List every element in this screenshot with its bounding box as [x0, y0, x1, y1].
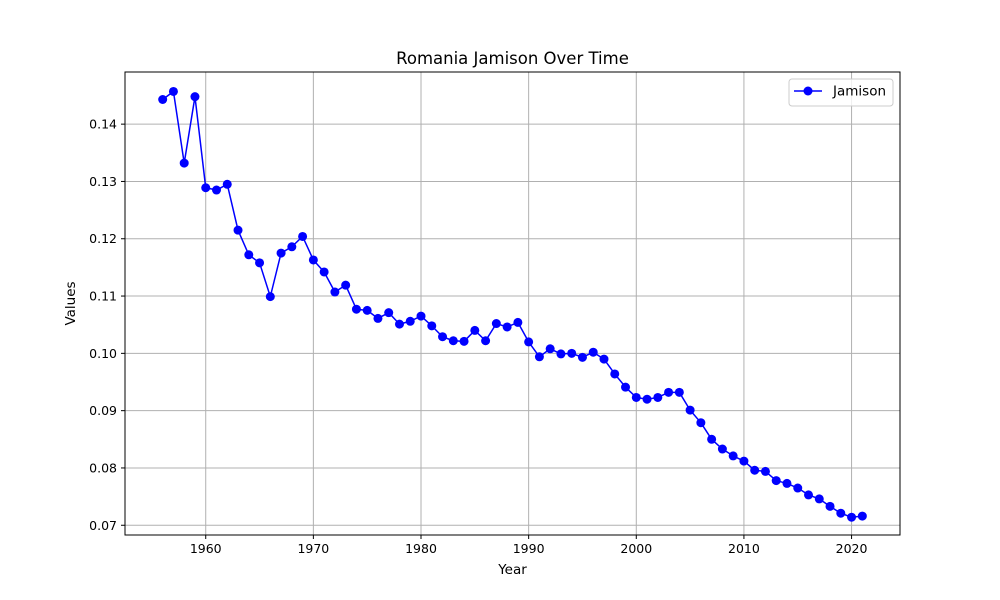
- data-point: [319, 267, 329, 277]
- x-tick-label: 2020: [836, 541, 868, 556]
- data-point: [233, 225, 243, 235]
- data-point: [857, 511, 867, 521]
- series-layer: [158, 86, 867, 522]
- data-point: [739, 456, 749, 466]
- data-point: [782, 478, 792, 488]
- data-point: [481, 336, 491, 346]
- data-point: [588, 347, 598, 357]
- data-point: [416, 311, 426, 321]
- y-tick-label: 0.12: [89, 231, 117, 246]
- data-point: [653, 392, 663, 402]
- data-point: [287, 242, 297, 252]
- data-point: [750, 465, 760, 475]
- data-point: [513, 317, 523, 327]
- data-point: [793, 483, 803, 493]
- data-point: [255, 258, 265, 268]
- data-point: [696, 418, 706, 428]
- data-point: [211, 185, 221, 195]
- data-point: [524, 337, 534, 347]
- data-point: [631, 392, 641, 402]
- data-point: [394, 319, 404, 329]
- data-point: [717, 444, 727, 454]
- y-tick-label: 0.11: [89, 289, 117, 304]
- x-axis-label: Year: [497, 562, 527, 578]
- data-point: [674, 387, 684, 397]
- x-tick-label: 1960: [190, 541, 222, 556]
- y-axis-label: Values: [63, 281, 79, 325]
- data-point: [502, 322, 512, 332]
- data-point: [642, 394, 652, 404]
- data-point: [621, 382, 631, 392]
- data-point: [330, 287, 340, 297]
- data-point: [265, 292, 275, 302]
- data-point: [168, 86, 178, 96]
- data-point: [384, 308, 394, 318]
- data-point: [158, 95, 168, 105]
- data-point: [222, 179, 232, 189]
- y-tick-label: 0.07: [89, 518, 117, 533]
- data-point: [298, 231, 308, 241]
- data-point: [341, 280, 351, 290]
- data-point: [728, 451, 738, 461]
- data-point: [836, 508, 846, 518]
- grid: [125, 72, 900, 535]
- data-point: [448, 336, 458, 346]
- data-point: [567, 348, 577, 358]
- legend-marker-swatch: [803, 86, 813, 96]
- data-point: [610, 369, 620, 379]
- data-point: [459, 336, 469, 346]
- x-tick-label: 1980: [405, 541, 437, 556]
- x-tick-label: 1970: [297, 541, 329, 556]
- data-point: [179, 158, 189, 168]
- data-point: [438, 332, 448, 342]
- data-point: [373, 313, 383, 323]
- data-point: [771, 476, 781, 486]
- data-point: [707, 434, 717, 444]
- x-tick-label: 2010: [728, 541, 760, 556]
- data-point: [201, 183, 211, 193]
- x-tick-label: 2000: [620, 541, 652, 556]
- data-point: [825, 501, 835, 511]
- y-tick-label: 0.13: [89, 174, 117, 189]
- data-point: [556, 349, 566, 359]
- data-point: [599, 354, 609, 364]
- data-point: [405, 316, 415, 326]
- data-point: [427, 321, 437, 331]
- data-point: [664, 387, 674, 397]
- legend-entry-jamison: Jamison: [832, 84, 886, 100]
- legend: Jamison: [788, 78, 894, 107]
- data-point: [351, 304, 361, 314]
- y-tick-label: 0.08: [89, 460, 117, 475]
- data-point: [760, 466, 770, 476]
- y-tick-label: 0.14: [89, 117, 117, 132]
- data-point: [308, 255, 318, 265]
- data-point: [545, 344, 555, 354]
- data-point: [847, 512, 857, 522]
- data-point: [362, 305, 372, 315]
- data-point: [190, 92, 200, 102]
- axis-ticks: 1960 1970 1980 1990 2000 2010 2020 0.07 0.08 0.09…: [89, 117, 867, 556]
- y-tick-label: 0.10: [89, 346, 117, 361]
- data-point: [804, 490, 814, 500]
- data-point: [685, 405, 695, 415]
- chart-title: Romania Jamison Over Time: [396, 49, 629, 68]
- data-point: [470, 325, 480, 335]
- data-point: [276, 248, 286, 258]
- data-point: [814, 494, 824, 504]
- plot-frame: [124, 71, 901, 536]
- legend-box: [788, 78, 894, 107]
- data-point: [491, 319, 501, 329]
- y-tick-label: 0.09: [89, 403, 117, 418]
- data-point: [244, 250, 254, 260]
- data-point: [577, 352, 587, 362]
- x-tick-label: 1990: [513, 541, 545, 556]
- data-point: [534, 352, 544, 362]
